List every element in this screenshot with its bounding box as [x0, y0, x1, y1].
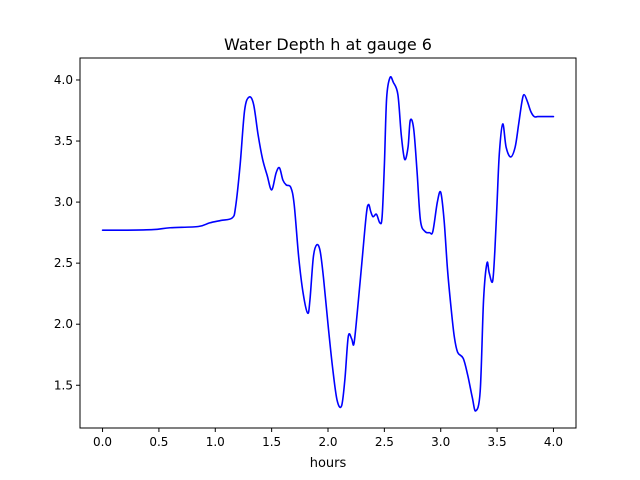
y-tick-label: 2.5 [54, 256, 73, 270]
x-tick-label: 0.5 [149, 435, 168, 449]
x-tick-label: 4.0 [544, 435, 563, 449]
x-tick-label: 1.5 [262, 435, 281, 449]
x-tick-label: 3.0 [431, 435, 450, 449]
plot-frame [79, 57, 577, 429]
x-tick-label: 1.0 [206, 435, 225, 449]
x-tick-label: 0.0 [93, 435, 112, 449]
y-tick-label: 3.5 [54, 134, 73, 148]
x-axis-label: hours [310, 456, 347, 471]
x-tick-label: 2.5 [375, 435, 394, 449]
y-axis: 1.5 2.0 2.5 3.0 3.5 4.0 [54, 73, 80, 392]
y-tick-label: 2.0 [54, 317, 73, 331]
y-tick-label: 3.0 [54, 195, 73, 209]
series-layer [101, 75, 555, 412]
x-axis: 0.0 0.5 1.0 1.5 2.0 2.5 3.0 3.5 4.0 [93, 428, 563, 449]
chart-title: Water Depth h at gauge 6 [224, 35, 432, 54]
y-tick-label: 1.5 [54, 378, 73, 392]
y-tick-label: 4.0 [54, 73, 73, 87]
x-tick-label: 2.0 [318, 435, 337, 449]
x-tick-label: 3.5 [488, 435, 507, 449]
series-line [101, 75, 555, 412]
